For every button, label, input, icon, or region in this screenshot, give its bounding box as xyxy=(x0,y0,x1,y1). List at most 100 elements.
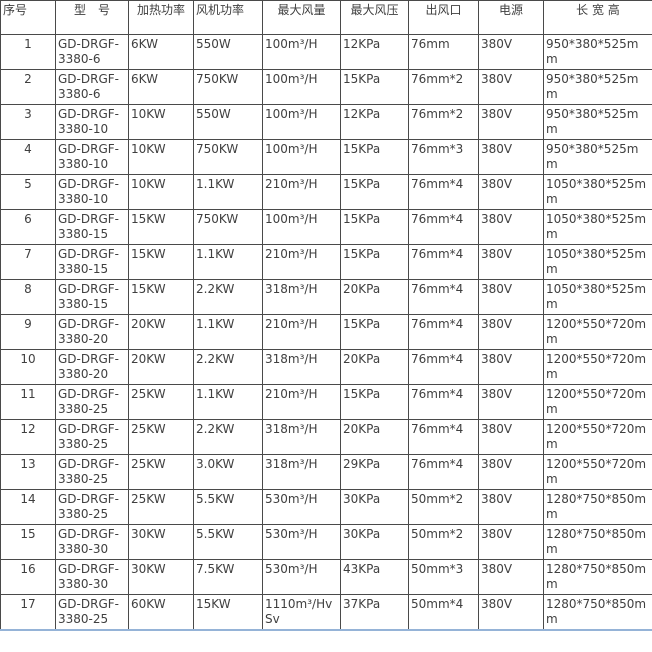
table-row: 10 GD-DRGF-3380-20 20KW 2.2KW 318m³/H 20KPa 76… xyxy=(0,349,652,385)
cell-fan-power: 750KW xyxy=(193,209,263,245)
cell-max-airflow: 530m³/H xyxy=(262,524,341,560)
cell-dimensions: 1280*750*850mm xyxy=(543,594,652,631)
header-cell-max-airflow: 最大风量 xyxy=(262,0,341,35)
cell-index: 10 xyxy=(0,349,56,385)
table-row: 7 GD-DRGF-3380-15 15KW 1.1KW 210m³/H 15KPa 76m… xyxy=(0,244,652,280)
cell-max-airflow: 210m³/H xyxy=(262,384,341,420)
cell-max-pressure: 30KPa xyxy=(340,489,409,525)
cell-model: GD-DRGF-3380-25 xyxy=(55,454,129,490)
cell-model: GD-DRGF-3380-20 xyxy=(55,314,129,350)
cell-power: 380V xyxy=(478,34,544,70)
cell-max-pressure: 12KPa xyxy=(340,104,409,140)
cell-air-outlet: 50mm*2 xyxy=(408,524,479,560)
cell-fan-power: 1.1KW xyxy=(193,314,263,350)
cell-power: 380V xyxy=(478,384,544,420)
cell-index: 12 xyxy=(0,419,56,455)
cell-power: 380V xyxy=(478,69,544,105)
cell-fan-power: 550W xyxy=(193,104,263,140)
cell-air-outlet: 76mm*4 xyxy=(408,279,479,315)
cell-heat-power: 15KW xyxy=(128,209,194,245)
cell-air-outlet: 76mm*4 xyxy=(408,454,479,490)
cell-index: 5 xyxy=(0,174,56,210)
cell-index: 9 xyxy=(0,314,56,350)
cell-max-airflow: 210m³/H xyxy=(262,174,341,210)
cell-dimensions: 1200*550*720mm xyxy=(543,454,652,490)
cell-dimensions: 1200*550*720mm xyxy=(543,419,652,455)
cell-max-pressure: 15KPa xyxy=(340,139,409,175)
cell-air-outlet: 76mm*2 xyxy=(408,104,479,140)
header-cell-max-pressure: 最大风压 xyxy=(340,0,409,35)
cell-air-outlet: 76mm*2 xyxy=(408,69,479,105)
cell-power: 380V xyxy=(478,209,544,245)
cell-heat-power: 25KW xyxy=(128,384,194,420)
cell-max-pressure: 43KPa xyxy=(340,559,409,595)
cell-power: 380V xyxy=(478,314,544,350)
cell-dimensions: 950*380*525mm xyxy=(543,34,652,70)
cell-dimensions: 950*380*525mm xyxy=(543,69,652,105)
cell-max-airflow: 100m³/H xyxy=(262,209,341,245)
cell-dimensions: 1050*380*525mm xyxy=(543,174,652,210)
cell-fan-power: 5.5KW xyxy=(193,524,263,560)
cell-max-pressure: 20KPa xyxy=(340,279,409,315)
cell-dimensions: 1200*550*720mm xyxy=(543,349,652,385)
header-cell-power: 电源 xyxy=(478,0,544,35)
table-row: 9 GD-DRGF-3380-20 20KW 1.1KW 210m³/H 15KPa 76m… xyxy=(0,314,652,350)
cell-max-pressure: 15KPa xyxy=(340,209,409,245)
cell-index: 14 xyxy=(0,489,56,525)
cell-max-pressure: 29KPa xyxy=(340,454,409,490)
cell-index: 7 xyxy=(0,244,56,280)
cell-fan-power: 5.5KW xyxy=(193,489,263,525)
cell-heat-power: 10KW xyxy=(128,104,194,140)
cell-fan-power: 2.2KW xyxy=(193,419,263,455)
table-row: 8 GD-DRGF-3380-15 15KW 2.2KW 318m³/H 20KPa 76m… xyxy=(0,279,652,315)
cell-index: 4 xyxy=(0,139,56,175)
cell-max-pressure: 37KPa xyxy=(340,594,409,631)
cell-model: GD-DRGF-3380-25 xyxy=(55,419,129,455)
table-row: 3 GD-DRGF-3380-10 10KW 550W 100m³/H 12KPa 76mm… xyxy=(0,104,652,140)
table-row: 14 GD-DRGF-3380-25 25KW 5.5KW 530m³/H 30KPa 50… xyxy=(0,489,652,525)
cell-heat-power: 20KW xyxy=(128,349,194,385)
cell-max-pressure: 12KPa xyxy=(340,34,409,70)
cell-power: 380V xyxy=(478,419,544,455)
cell-heat-power: 25KW xyxy=(128,454,194,490)
cell-heat-power: 30KW xyxy=(128,524,194,560)
header-cell-index: 序号 xyxy=(0,0,56,35)
cell-air-outlet: 76mm*4 xyxy=(408,174,479,210)
cell-max-airflow: 210m³/H xyxy=(262,314,341,350)
cell-air-outlet: 50mm*2 xyxy=(408,489,479,525)
cell-fan-power: 7.5KW xyxy=(193,559,263,595)
cell-air-outlet: 76mm*4 xyxy=(408,349,479,385)
table-row: 17 GD-DRGF-3380-25 60KW 15KW 1110m³/HvSv 37KP… xyxy=(0,594,652,631)
cell-fan-power: 1.1KW xyxy=(193,174,263,210)
table-row: 4 GD-DRGF-3380-10 10KW 750KW 100m³/H 15KPa 76m… xyxy=(0,139,652,175)
cell-power: 380V xyxy=(478,454,544,490)
cell-heat-power: 10KW xyxy=(128,174,194,210)
heater-spec-table: 序号型 号加热功率 风机功率 最大风量 最大风压 出风口 电源长 宽 高 1 GD-DRGF… xyxy=(0,0,652,631)
cell-heat-power: 6KW xyxy=(128,34,194,70)
cell-air-outlet: 76mm*4 xyxy=(408,244,479,280)
header-cell-air-outlet: 出风口 xyxy=(408,0,479,35)
cell-max-airflow: 318m³/H xyxy=(262,419,341,455)
cell-dimensions: 1280*750*850mm xyxy=(543,559,652,595)
cell-max-airflow: 318m³/H xyxy=(262,279,341,315)
cell-power: 380V xyxy=(478,244,544,280)
cell-index: 3 xyxy=(0,104,56,140)
cell-max-airflow: 100m³/H xyxy=(262,139,341,175)
cell-fan-power: 1.1KW xyxy=(193,244,263,280)
table-row: 16 GD-DRGF-3380-30 30KW 7.5KW 530m³/H 43KPa 50… xyxy=(0,559,652,595)
table-row: 11 GD-DRGF-3380-25 25KW 1.1KW 210m³/H 15KPa 76… xyxy=(0,384,652,420)
header-cell-dimensions: 长 宽 高 xyxy=(543,0,652,35)
cell-power: 380V xyxy=(478,279,544,315)
cell-fan-power: 2.2KW xyxy=(193,349,263,385)
cell-heat-power: 60KW xyxy=(128,594,194,631)
table-row: 12 GD-DRGF-3380-25 25KW 2.2KW 318m³/H 20KPa 76… xyxy=(0,419,652,455)
cell-fan-power: 3.0KW xyxy=(193,454,263,490)
cell-dimensions: 950*380*525mm xyxy=(543,139,652,175)
table-row: 5 GD-DRGF-3380-10 10KW 1.1KW 210m³/H 15KPa 76m… xyxy=(0,174,652,210)
cell-model: GD-DRGF-3380-30 xyxy=(55,524,129,560)
cell-fan-power: 550W xyxy=(193,34,263,70)
cell-heat-power: 20KW xyxy=(128,314,194,350)
cell-max-pressure: 15KPa xyxy=(340,244,409,280)
table-row: 6 GD-DRGF-3380-15 15KW 750KW 100m³/H 15KPa 76m… xyxy=(0,209,652,245)
cell-model: GD-DRGF-3380-10 xyxy=(55,139,129,175)
